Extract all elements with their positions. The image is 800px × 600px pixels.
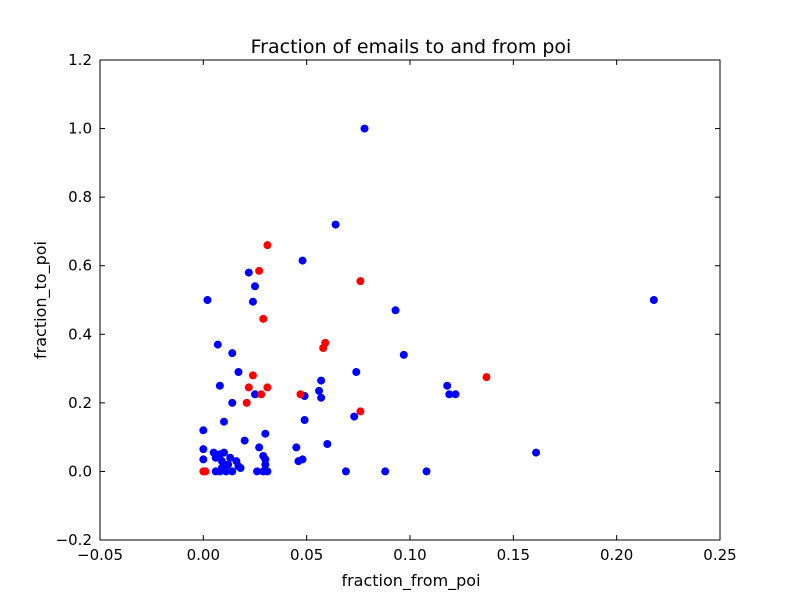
- data-point: [215, 381, 224, 390]
- data-point: [261, 429, 270, 438]
- data-point: [319, 344, 328, 352]
- data-point: [253, 467, 262, 476]
- data-point: [451, 390, 460, 399]
- data-point: [240, 436, 249, 445]
- data-point: [445, 390, 454, 399]
- data-point: [213, 340, 222, 349]
- data-point: [228, 349, 237, 358]
- data-point: [399, 350, 408, 359]
- data-point: [263, 467, 272, 476]
- data-point: [244, 383, 253, 392]
- data-point: [236, 464, 245, 472]
- data-point: [257, 390, 266, 399]
- data-point: [294, 457, 303, 466]
- data-point: [248, 297, 257, 306]
- data-point: [224, 460, 233, 469]
- data-point: [352, 368, 361, 376]
- x-tick-label: 0.05: [290, 546, 323, 564]
- x-tick-label: 0.20: [600, 546, 633, 564]
- x-tick-label: 0.10: [393, 546, 426, 564]
- data-point: [251, 390, 259, 399]
- y-tick-label: −0.2: [56, 531, 92, 549]
- chart-title: Fraction of emails to and from poi: [251, 36, 572, 58]
- data-point: [356, 407, 365, 416]
- data-point: [315, 386, 324, 395]
- data-point: [391, 306, 400, 315]
- data-point: [251, 282, 259, 291]
- y-tick-label: 0.4: [68, 325, 92, 343]
- data-point: [226, 453, 235, 462]
- data-point: [217, 464, 226, 472]
- data-point: [255, 443, 264, 452]
- data-point: [443, 381, 452, 390]
- y-tick-label: 0.0: [68, 462, 92, 480]
- data-point: [323, 440, 332, 448]
- y-tick-label: 1.0: [68, 120, 92, 138]
- data-point: [292, 443, 301, 452]
- x-tick-label: 0.15: [497, 546, 530, 564]
- y-axis-label: fraction_to_poi: [31, 241, 51, 359]
- data-point: [201, 467, 210, 476]
- data-point: [300, 416, 309, 424]
- data-point: [242, 398, 251, 407]
- data-point: [220, 448, 228, 457]
- data-point: [341, 467, 350, 476]
- data-point: [255, 266, 264, 275]
- data-point: [422, 467, 431, 476]
- data-point: [220, 417, 228, 426]
- x-axis-label: fraction_from_poi: [341, 571, 480, 591]
- data-points: [199, 124, 658, 476]
- axis-ticks: −0.05 0.00 0.05 0.10 0.15 0.20 0.25 −0.2 0.0 0.2 0…: [56, 51, 737, 564]
- data-point: [234, 368, 243, 376]
- data-point: [360, 124, 369, 133]
- data-point: [199, 426, 208, 435]
- data-point: [199, 445, 208, 454]
- data-point: [228, 467, 237, 476]
- data-point: [482, 373, 491, 382]
- data-point: [248, 371, 257, 380]
- data-point: [259, 314, 268, 323]
- data-point: [298, 256, 307, 265]
- data-point: [263, 241, 272, 250]
- data-point: [217, 457, 226, 466]
- data-point: [199, 455, 208, 464]
- data-point: [317, 393, 326, 402]
- data-point: [356, 277, 365, 286]
- data-point: [532, 448, 541, 457]
- y-tick-label: 0.8: [68, 188, 92, 206]
- y-tick-label: 0.2: [68, 394, 92, 412]
- data-point: [296, 390, 305, 399]
- y-tick-label: 0.6: [68, 257, 92, 275]
- data-point: [261, 460, 270, 469]
- data-point: [263, 383, 272, 392]
- x-tick-label: −0.05: [77, 546, 123, 564]
- data-point: [211, 453, 220, 462]
- data-point: [203, 296, 212, 304]
- data-point: [317, 376, 326, 385]
- data-point: [350, 412, 359, 421]
- data-point: [331, 220, 340, 229]
- x-tick-label: 0.25: [703, 546, 736, 564]
- data-point: [244, 268, 253, 277]
- y-tick-label: 1.2: [68, 51, 92, 69]
- data-point: [228, 398, 237, 407]
- data-point: [649, 296, 658, 304]
- plot-frame: [99, 59, 721, 541]
- x-tick-label: 0.00: [187, 546, 220, 564]
- data-point: [381, 467, 390, 476]
